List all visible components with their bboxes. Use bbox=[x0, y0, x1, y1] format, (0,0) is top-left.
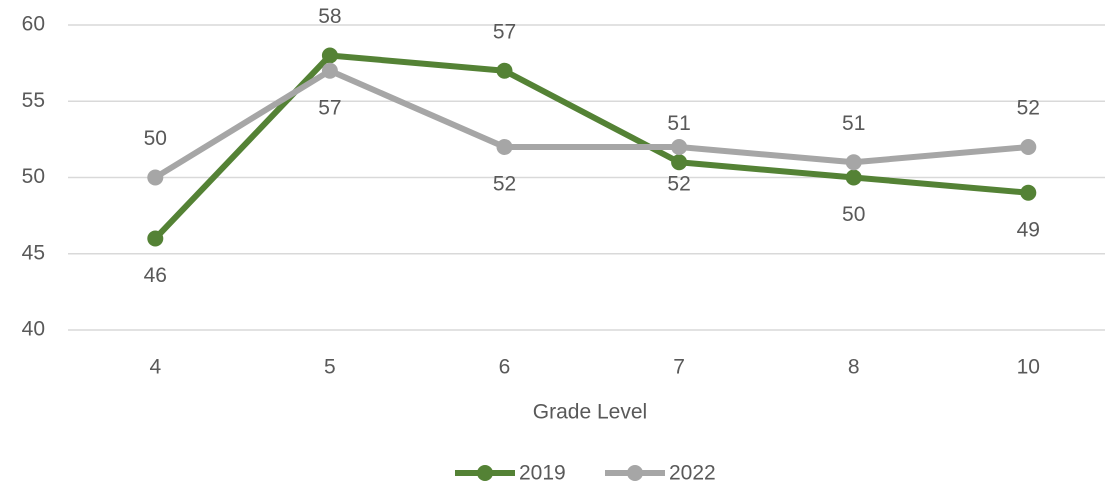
marker bbox=[147, 230, 164, 247]
data-label: 57 bbox=[318, 96, 341, 119]
marker bbox=[1020, 184, 1037, 201]
x-tick-label: 8 bbox=[848, 356, 860, 379]
marker bbox=[845, 169, 862, 186]
data-label: 50 bbox=[842, 203, 865, 226]
marker bbox=[671, 154, 688, 171]
x-tick-label: 6 bbox=[499, 356, 511, 379]
x-tick-label: 5 bbox=[324, 356, 336, 379]
marker bbox=[671, 139, 688, 155]
data-label: 50 bbox=[144, 127, 167, 150]
legend-marker bbox=[627, 465, 643, 481]
data-label: 52 bbox=[667, 173, 690, 196]
legend-label: 2019 bbox=[519, 462, 566, 485]
marker bbox=[845, 154, 862, 171]
marker bbox=[147, 169, 164, 186]
y-tick-label: 55 bbox=[22, 89, 45, 112]
y-tick-label: 50 bbox=[22, 165, 45, 188]
data-label: 49 bbox=[1017, 218, 1040, 241]
data-label: 52 bbox=[1017, 97, 1040, 120]
series-line bbox=[153, 67, 1029, 181]
marker bbox=[496, 139, 513, 155]
data-label: 57 bbox=[493, 20, 516, 43]
y-tick-label: 40 bbox=[22, 318, 45, 341]
data-label: 58 bbox=[318, 5, 341, 28]
y-tick-label: 45 bbox=[22, 241, 45, 264]
marker bbox=[321, 47, 338, 64]
x-tick-label: 7 bbox=[673, 356, 685, 379]
legend-marker bbox=[477, 465, 493, 481]
data-label: 51 bbox=[842, 112, 865, 135]
y-tick-label: 60 bbox=[22, 13, 45, 36]
x-tick-label: 10 bbox=[1017, 356, 1040, 379]
x-axis-title: Grade Level bbox=[533, 401, 647, 424]
x-tick-label: 4 bbox=[149, 356, 161, 379]
data-label: 52 bbox=[493, 173, 516, 196]
legend-label: 2022 bbox=[669, 462, 716, 485]
data-label: 51 bbox=[667, 112, 690, 135]
marker bbox=[1020, 139, 1037, 155]
marker bbox=[321, 62, 338, 79]
marker bbox=[496, 62, 513, 79]
data-label: 46 bbox=[144, 264, 167, 287]
